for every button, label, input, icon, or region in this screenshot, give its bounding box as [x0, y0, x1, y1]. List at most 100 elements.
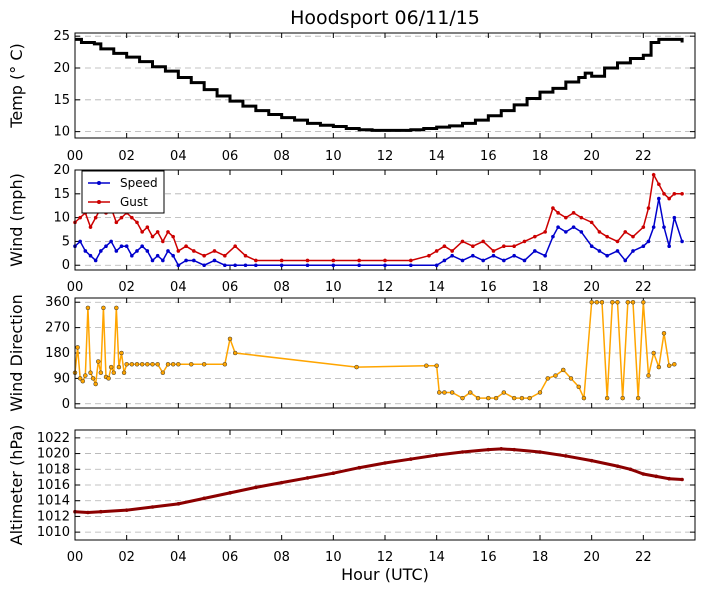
- x-tick-label: 18: [532, 550, 549, 565]
- data-point: [409, 263, 413, 268]
- data-point: [202, 253, 206, 258]
- data-point: [657, 196, 661, 201]
- data-point: [604, 395, 610, 401]
- data-point: [641, 244, 646, 248]
- data-point: [434, 453, 439, 457]
- y-tick-label: 1022: [37, 431, 70, 446]
- data-point: [88, 225, 93, 229]
- data-point: [106, 376, 111, 381]
- x-tick-label: 06: [222, 280, 239, 295]
- x-tick-label: 18: [532, 280, 549, 295]
- data-point: [635, 395, 641, 401]
- data-point: [223, 263, 227, 268]
- data-point: [641, 225, 646, 229]
- data-point: [109, 239, 113, 244]
- data-point: [150, 258, 155, 263]
- x-tick-label: 12: [377, 280, 394, 295]
- data-point: [129, 362, 135, 367]
- data-point: [651, 172, 656, 177]
- data-point: [166, 230, 170, 234]
- data-point: [243, 253, 248, 258]
- y-axis-label: Wind (mph): [7, 173, 26, 267]
- data-point: [502, 244, 506, 248]
- panel-wind_direction: 0 90 180 270 360 Wind Direction: [7, 294, 696, 412]
- y-tick-label: 0: [62, 258, 70, 273]
- y-tick-label: 1012: [37, 509, 70, 524]
- data-point: [545, 376, 550, 381]
- data-point: [434, 249, 439, 253]
- data-point: [114, 220, 119, 225]
- data-point: [96, 359, 101, 364]
- x-tick-label: 08: [273, 280, 290, 295]
- data-point: [145, 225, 150, 229]
- y-axis-label: Wind Direction: [7, 294, 26, 412]
- x-tick-label: 04: [170, 149, 187, 164]
- x-tick-label: 06: [222, 149, 239, 164]
- x-tick-label: 22: [635, 280, 652, 295]
- data-point: [481, 239, 485, 244]
- data-point: [641, 299, 646, 305]
- data-point: [93, 381, 98, 387]
- data-point: [460, 450, 465, 454]
- data-point: [254, 263, 258, 268]
- data-point: [83, 373, 88, 378]
- x-tick-label: 16: [480, 149, 497, 164]
- data-point: [512, 253, 516, 258]
- data-point: [561, 367, 566, 373]
- x-tick-label: 00: [67, 280, 84, 295]
- data-point: [442, 258, 447, 263]
- data-point: [434, 263, 439, 268]
- y-tick-label: 180: [45, 346, 70, 361]
- data-point: [594, 299, 600, 305]
- x-tick-label: 10: [325, 149, 342, 164]
- data-point: [533, 234, 537, 239]
- plot-frame: [74, 169, 696, 271]
- data-point: [135, 220, 139, 225]
- data-point: [589, 458, 594, 463]
- data-point: [656, 364, 662, 370]
- data-point: [631, 234, 635, 239]
- data-point: [228, 491, 232, 495]
- data-point: [233, 244, 237, 248]
- data-point: [176, 502, 181, 506]
- data-point: [124, 244, 129, 248]
- data-point: [605, 253, 609, 258]
- y-axis-label: Altimeter (hPa): [7, 425, 26, 546]
- data-point: [672, 215, 677, 220]
- data-point: [543, 230, 547, 234]
- data-point: [471, 253, 475, 258]
- data-point: [553, 373, 558, 378]
- data-point: [160, 370, 166, 375]
- data-point: [155, 230, 160, 234]
- data-point: [680, 192, 684, 196]
- data-point: [104, 244, 108, 248]
- data-point: [427, 253, 431, 258]
- data-point: [527, 395, 532, 401]
- data-point: [80, 378, 85, 384]
- data-point: [468, 390, 473, 395]
- data-point: [475, 395, 481, 401]
- x-tick-label: 06: [222, 550, 239, 565]
- data-point: [78, 215, 82, 220]
- data-point: [522, 258, 527, 263]
- data-point: [161, 258, 165, 263]
- data-point: [493, 395, 499, 401]
- panel-wind: 0 5 10 15 20 00 02 04 06 08 10 12 14 16 18 20 22 Wind (mp…: [7, 163, 696, 295]
- data-point: [101, 305, 106, 311]
- data-point: [623, 230, 628, 234]
- data-point: [354, 364, 359, 370]
- data-point: [176, 362, 181, 367]
- data-point: [551, 206, 555, 210]
- data-point: [150, 234, 155, 239]
- data-point: [491, 249, 496, 253]
- data-point: [212, 249, 217, 253]
- data-point: [568, 376, 574, 381]
- data-point: [222, 362, 228, 367]
- data-point: [615, 249, 620, 253]
- data-point: [501, 390, 507, 395]
- data-point: [184, 258, 188, 263]
- data-point: [233, 263, 237, 268]
